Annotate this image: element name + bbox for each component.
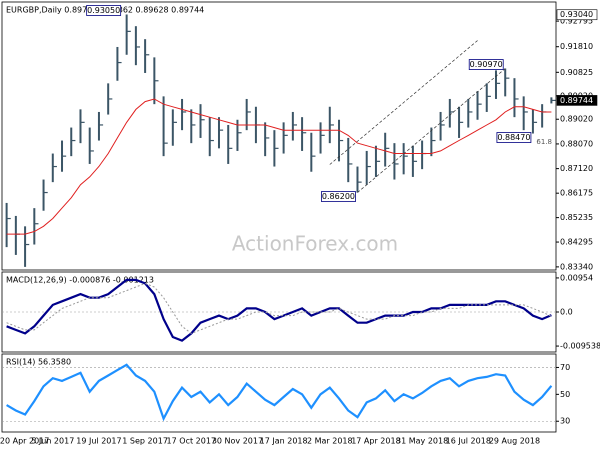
y-tick-label: 50 bbox=[560, 390, 570, 399]
series-line bbox=[6, 98, 552, 235]
annotation-label: 0.93050 bbox=[87, 6, 120, 15]
y-tick-label: 0.00954 bbox=[560, 273, 593, 282]
series-line bbox=[6, 282, 552, 334]
x-tick-label: 19 Jul 2017 bbox=[76, 437, 121, 446]
annotation-box bbox=[321, 191, 356, 202]
y-tick-label: 0.85235 bbox=[560, 213, 593, 222]
y-tick-label: 0.84295 bbox=[560, 238, 593, 247]
pane-frame bbox=[1, 1, 557, 271]
y-tick-label: 70 bbox=[560, 363, 570, 372]
price-marker bbox=[556, 9, 598, 21]
x-tick-label: 5 Jun 2017 bbox=[31, 437, 74, 446]
channel-line bbox=[329, 40, 478, 165]
x-tick-label: 29 Aug 2018 bbox=[489, 437, 540, 446]
pane-frame bbox=[1, 353, 557, 433]
y-tick-label: 0.0 bbox=[560, 308, 573, 317]
y-tick-label: 0.88070 bbox=[560, 139, 593, 148]
y-tick-label: -0.009538 bbox=[560, 342, 600, 351]
y-tick-label: 30 bbox=[560, 417, 570, 426]
x-tick-label: 30 Nov 2017 bbox=[212, 437, 263, 446]
watermark: ActionForex.com bbox=[232, 232, 398, 256]
annotation-label: 0.90970 bbox=[470, 60, 503, 69]
pane-title: MACD(12,26,9) -0.000876 -0.001213 bbox=[6, 276, 154, 285]
y-tick-label: 0.89020 bbox=[560, 115, 593, 124]
y-tick-label: 0.83340 bbox=[560, 262, 593, 271]
x-tick-label: 17 Apr 2018 bbox=[351, 437, 400, 446]
fib-label: 61.8 bbox=[536, 138, 552, 146]
annotation-label: 0.88470 bbox=[497, 133, 530, 142]
price-marker-label: 0.93040 bbox=[560, 10, 593, 19]
annotation-label: 0.86200 bbox=[322, 192, 355, 201]
y-tick-label: 0.86175 bbox=[560, 189, 593, 198]
pane-title: RSI(14) 56.3580 bbox=[6, 358, 71, 367]
price-marker bbox=[556, 95, 598, 106]
annotation-box bbox=[86, 5, 122, 16]
x-tick-label: 2 Mar 2018 bbox=[307, 437, 353, 446]
annotation-box bbox=[468, 59, 504, 70]
x-tick-label: 17 Jan 2018 bbox=[260, 437, 308, 446]
series-line bbox=[6, 363, 553, 422]
x-tick-label: 17 Oct 2017 bbox=[167, 437, 216, 446]
x-tick-label: 31 May 2018 bbox=[396, 437, 448, 446]
y-tick-label: 0.92795 bbox=[560, 17, 593, 26]
y-tick-label: 0.87120 bbox=[560, 164, 593, 173]
annotation-box bbox=[496, 132, 532, 143]
x-tick-label: 20 Apr 2017 bbox=[0, 437, 49, 446]
x-tick-label: 16 Jul 2018 bbox=[446, 437, 491, 446]
price-marker-label: 0.89744 bbox=[560, 96, 593, 105]
y-tick-label: 0.91810 bbox=[560, 42, 593, 51]
x-tick-label: 1 Sep 2017 bbox=[122, 437, 168, 446]
channel-line bbox=[357, 68, 506, 193]
y-tick-label: 0.90825 bbox=[560, 68, 593, 77]
